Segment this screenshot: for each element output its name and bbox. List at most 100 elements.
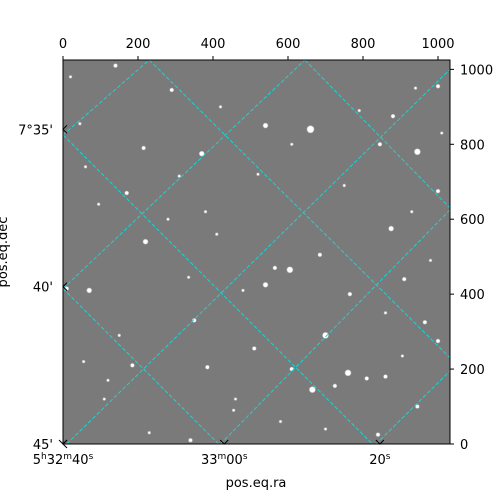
star: [415, 404, 420, 409]
star: [279, 420, 282, 423]
star: [402, 277, 406, 281]
star: [324, 427, 327, 431]
right-tick-label: 200: [460, 363, 485, 378]
top-tick-label: 0: [59, 37, 67, 52]
star: [199, 151, 204, 156]
star: [348, 292, 352, 296]
star: [82, 360, 85, 363]
grid-line: [304, 60, 450, 209]
ra-tick-label: 5h32m40s: [33, 452, 94, 468]
ra-tick-mark: [375, 439, 385, 445]
star: [118, 334, 121, 337]
star: [204, 210, 207, 213]
star: [252, 346, 256, 351]
star: [401, 354, 404, 358]
star: [232, 409, 235, 412]
star: [307, 126, 314, 133]
world-axis-ticks: 5h32m40s 33m00s 20s 7°35' 40' 45': [18, 123, 391, 468]
star: [318, 253, 322, 257]
right-tick-label: 800: [460, 138, 485, 153]
star: [391, 114, 395, 118]
star: [143, 239, 148, 244]
ra-tick-mark: [219, 439, 229, 445]
grid-line: [63, 60, 306, 289]
grid-line: [220, 209, 450, 444]
star: [440, 131, 443, 135]
stars-layer: [64, 63, 444, 443]
star: [333, 384, 337, 388]
grid-line: [148, 60, 450, 359]
star: [166, 218, 170, 221]
star: [187, 276, 190, 279]
grid-line: [66, 69, 450, 444]
star: [97, 203, 100, 206]
star: [378, 142, 382, 146]
dec-tick-mark: [62, 439, 68, 449]
grid-line: [63, 134, 373, 444]
grid-line: [63, 60, 150, 136]
top-tick-label: 400: [201, 37, 226, 52]
star: [287, 267, 293, 273]
star: [84, 165, 87, 168]
star: [103, 397, 106, 401]
x-axis-label: pos.eq.ra: [226, 476, 287, 491]
star: [383, 374, 388, 379]
star: [263, 123, 268, 128]
top-tick-label: 800: [351, 37, 376, 52]
ra-tick-label: 20s: [369, 452, 391, 468]
star: [309, 386, 316, 393]
star: [241, 289, 245, 292]
star: [365, 376, 369, 381]
star: [384, 311, 387, 314]
right-tick-label: 400: [460, 288, 485, 303]
star: [170, 88, 174, 92]
top-tick-label: 600: [276, 37, 301, 52]
star: [263, 282, 268, 287]
star: [256, 173, 260, 176]
star: [414, 86, 417, 90]
star: [436, 84, 440, 88]
star: [78, 122, 81, 125]
grid-line: [63, 288, 219, 444]
star: [414, 149, 421, 155]
star: [178, 175, 181, 178]
star: [219, 105, 222, 108]
star: [436, 339, 440, 343]
star: [234, 397, 237, 401]
star: [188, 438, 193, 442]
star: [130, 363, 135, 367]
star: [436, 189, 440, 193]
star: [141, 146, 146, 150]
star: [106, 379, 110, 382]
star: [69, 75, 72, 78]
star: [322, 332, 329, 339]
top-tick-label: 200: [126, 37, 151, 52]
top-tick-label: 1000: [421, 37, 454, 52]
dec-tick-mark: [62, 124, 68, 134]
star: [148, 431, 151, 434]
dec-tick-mark: [62, 282, 68, 292]
y-axis-label: pos.eq.dec: [0, 217, 11, 288]
star: [358, 109, 361, 112]
right-tick-label: 1000: [460, 63, 493, 78]
right-tick-label: 0: [460, 438, 468, 453]
coordinate-grid: [63, 60, 450, 444]
star: [113, 63, 118, 68]
star: [215, 233, 218, 236]
grid-line: [375, 370, 450, 444]
star: [410, 210, 413, 213]
star: [273, 266, 277, 270]
dec-tick-label: 45': [33, 438, 53, 453]
star: [343, 184, 346, 187]
star: [376, 432, 380, 437]
star: [205, 365, 210, 369]
star: [125, 191, 129, 195]
right-tick-label: 600: [460, 213, 485, 228]
plot-frame: [62, 59, 451, 445]
dec-tick-label: 40': [33, 281, 53, 296]
dec-tick-label: 7°35': [18, 123, 53, 138]
sky-image: [63, 60, 450, 444]
pixel-axis-ticks: 0 200 400 600 800 1000 0 200 400 600 800 1000: [59, 37, 493, 453]
star: [87, 288, 92, 293]
star: [388, 226, 394, 231]
